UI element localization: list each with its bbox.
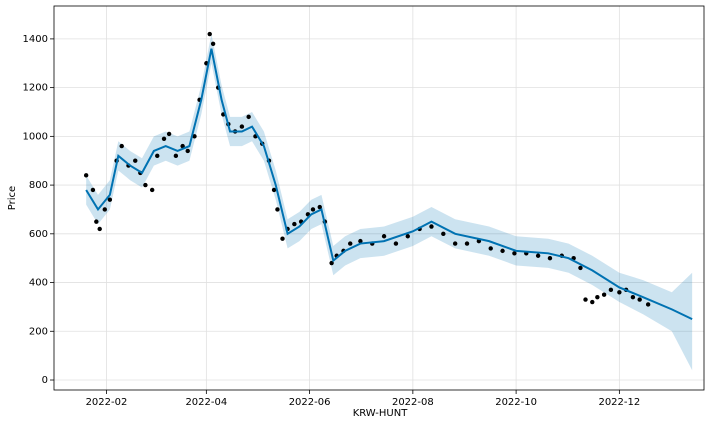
observed-point [500, 248, 505, 254]
observed-point [512, 251, 517, 256]
observed-point [358, 238, 363, 244]
observed-point [133, 158, 138, 163]
observed-point [83, 173, 89, 178]
y-tick-label: 800 [29, 180, 48, 191]
observed-point [441, 231, 446, 237]
observed-point [488, 246, 493, 251]
y-tick-label: 1000 [23, 131, 48, 142]
observed-point [102, 207, 107, 212]
observed-point [166, 131, 172, 137]
observed-point [637, 297, 642, 302]
y-tick-label: 200 [29, 326, 48, 337]
plot-frame [53, 5, 705, 391]
plot [83, 31, 693, 371]
observed-point [155, 153, 160, 159]
observed-point [405, 234, 410, 239]
observed-point [617, 290, 622, 295]
y-tick-label: 1400 [23, 34, 48, 45]
observed-point [173, 153, 179, 159]
forecast-line [85, 48, 693, 320]
observed-point [630, 294, 636, 300]
observed-point [275, 207, 280, 212]
observed-point [452, 241, 458, 246]
observed-point [535, 253, 541, 258]
x-tick-label: 2022-08 [392, 397, 434, 408]
x-tick-label: 2022-04 [185, 397, 227, 408]
observed-point [210, 41, 216, 46]
observed-point [381, 234, 387, 239]
y-tick-label: 0 [42, 375, 48, 386]
observed-point [161, 136, 167, 141]
observed-point [547, 255, 553, 261]
observed-point [393, 241, 399, 246]
observed-point [207, 31, 212, 37]
observed-point [246, 114, 251, 120]
observed-point [348, 241, 353, 246]
observed-point [292, 221, 297, 227]
observed-point [90, 187, 96, 193]
observed-point [608, 287, 614, 293]
observed-point [239, 124, 245, 129]
x-tick-label: 2022-12 [598, 397, 640, 408]
observed-point [464, 241, 470, 246]
observed-point [185, 148, 190, 154]
observed-point [180, 143, 185, 149]
observed-point [310, 207, 316, 212]
observed-point [317, 204, 322, 210]
y-tick-label: 400 [29, 278, 48, 289]
observed-point [143, 182, 148, 188]
observed-point [192, 134, 197, 139]
observed-point [280, 236, 285, 241]
observed-point [645, 302, 651, 307]
observed-point [578, 265, 583, 271]
observed-point [119, 143, 124, 149]
observed-point [590, 299, 595, 305]
observed-point [601, 292, 607, 297]
x-tick-label: 2022-10 [495, 397, 537, 408]
observed-point [97, 226, 102, 232]
observed-point [94, 219, 99, 224]
observed-point [149, 187, 155, 193]
y-tick-label: 600 [29, 229, 48, 240]
y-axis-label: Price [7, 186, 18, 210]
y-tick-label: 1200 [23, 83, 48, 94]
observed-point [595, 294, 600, 300]
x-tick-label: 2022-02 [86, 397, 128, 408]
observed-point [107, 197, 113, 202]
x-axis-label: KRW-HUNT [353, 408, 409, 419]
observed-point [429, 224, 434, 229]
x-tick-label: 2022-06 [289, 397, 331, 408]
observed-point [583, 297, 588, 302]
observed-point [271, 187, 277, 193]
uncertainty-band [86, 34, 693, 371]
grid [54, 6, 704, 390]
